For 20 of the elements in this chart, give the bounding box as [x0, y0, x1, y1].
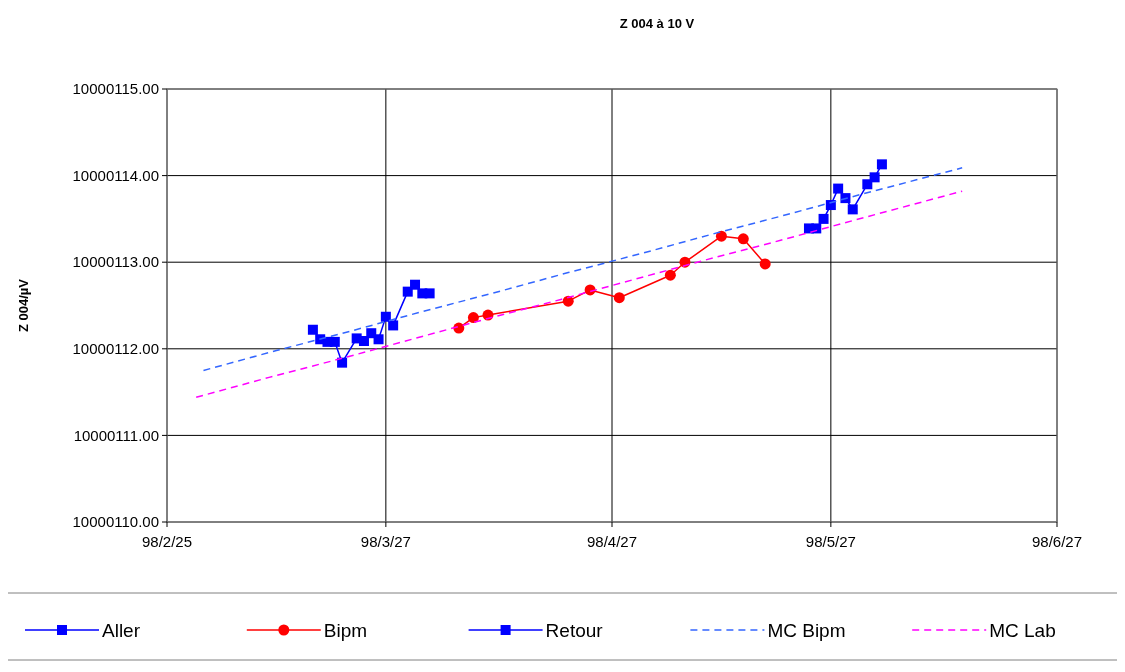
chart-title: Z 004 à 10 V — [619, 16, 695, 31]
legend-label: Retour — [545, 619, 604, 641]
y-tick-label: 10000111.00 — [73, 426, 159, 444]
x-tick-label: 98/6/27 — [1031, 533, 1083, 550]
y-tick-label: 10000110.00 — [72, 513, 159, 531]
y-tick-label: 10000114.00 — [72, 166, 159, 184]
legend-label: MC Lab — [989, 619, 1056, 641]
y-axis-title: Z 004/µV — [16, 278, 31, 333]
y-tick-label: 10000113.00 — [72, 253, 159, 271]
legend-label: Bipm — [323, 619, 368, 641]
x-tick-label: 98/2/25 — [141, 533, 193, 550]
legend-label: MC Bipm — [767, 619, 846, 641]
x-tick-label: 98/5/27 — [805, 533, 856, 550]
x-tick-label: 98/3/27 — [360, 533, 411, 550]
y-tick-label: 10000112.00 — [72, 340, 159, 358]
y-tick-label: 10000115.00 — [72, 80, 159, 98]
line-series — [195, 190, 963, 399]
x-tick-label: 98/4/27 — [586, 533, 638, 550]
line-series — [202, 167, 963, 372]
legend-label: Aller — [102, 619, 141, 641]
